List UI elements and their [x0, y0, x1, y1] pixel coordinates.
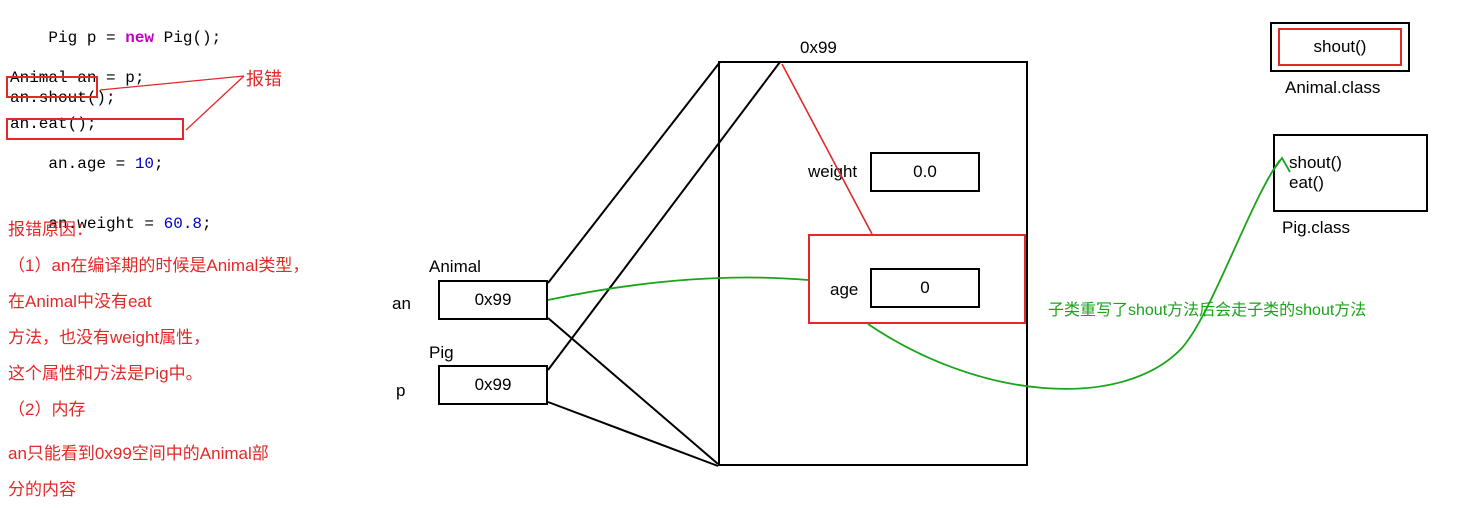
- weight-label: weight: [808, 162, 857, 182]
- keyword-new: new: [125, 29, 154, 47]
- code-line-1: Pig p = new Pig();: [10, 8, 221, 68]
- reason-block: 报错原因： （1）an在编译期的时候是Animal类型， 在Animal中没有e…: [8, 212, 398, 508]
- weight-val-box: 0.0: [870, 152, 980, 192]
- p-label: p: [396, 381, 405, 401]
- code-line-5: an.age = 10;: [10, 134, 221, 194]
- animal-class-label: Animal.class: [1285, 78, 1380, 98]
- an-addr: 0x99: [475, 290, 512, 310]
- reason-title: 报错原因：: [8, 212, 398, 248]
- reason-p2: 在Animal中没有eat: [8, 284, 398, 320]
- pig-shout: shout(): [1289, 153, 1342, 173]
- code-text: Pig p =: [48, 29, 125, 47]
- error-box-eat: [6, 76, 98, 98]
- error-box-weight: [6, 118, 184, 140]
- an-addr-box: 0x99: [438, 280, 548, 320]
- heap-addr-label: 0x99: [800, 38, 837, 58]
- pig-class-box: shout() eat(): [1273, 134, 1428, 212]
- reason-p6: an只能看到0x99空间中的Animal部: [8, 436, 398, 472]
- pig-eat: eat(): [1289, 173, 1324, 193]
- reason-p7: 分的内容: [8, 472, 398, 508]
- code-text: an.age =: [48, 155, 134, 173]
- error-label: 报错: [246, 65, 282, 91]
- reason-p4: 这个属性和方法是Pig中。: [8, 356, 398, 392]
- animal-label: Animal: [429, 257, 481, 277]
- code-text: ;: [154, 155, 164, 173]
- num-literal: 10: [135, 155, 154, 173]
- animal-shout-redbox: [1278, 28, 1402, 66]
- reason-p1: （1）an在编译期的时候是Animal类型，: [8, 248, 398, 284]
- pig-label: Pig: [429, 343, 454, 363]
- reason-p5: （2）内存: [8, 392, 398, 428]
- animal-visible-region: [808, 234, 1026, 324]
- code-text: Pig();: [154, 29, 221, 47]
- pig-class-label: Pig.class: [1282, 218, 1350, 238]
- green-note: 子类重写了shout方法后会走子类的shout方法: [1048, 296, 1366, 320]
- weight-val: 0.0: [913, 162, 937, 182]
- p-addr-box: 0x99: [438, 365, 548, 405]
- p-addr: 0x99: [475, 375, 512, 395]
- an-label: an: [392, 294, 411, 314]
- reason-p3: 方法，也没有weight属性，: [8, 320, 398, 356]
